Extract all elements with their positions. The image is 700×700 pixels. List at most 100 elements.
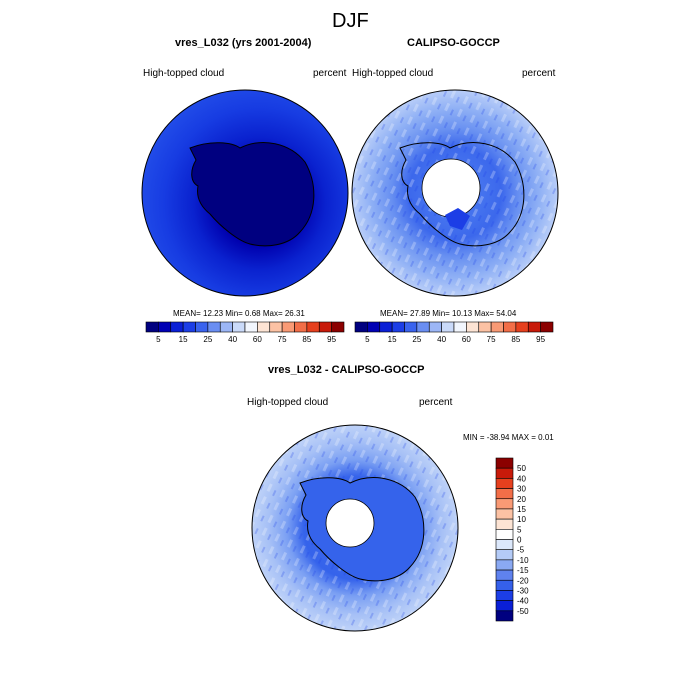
panel3-colorbar-swatch: [495, 529, 514, 540]
panel2-colorbar-tick-label: 95: [536, 335, 545, 344]
panel2-colorbar-swatch: [441, 321, 455, 333]
panel3-colorbar-tick-label: 30: [517, 485, 526, 494]
panel2-colorbar: 5 15 25 40 60 75 85 95: [354, 321, 554, 344]
panel3-colorbar-tick-label: -10: [517, 556, 529, 565]
panel2-colorbar-swatch: [404, 321, 418, 333]
panel1-colorbar-swatch: [294, 321, 308, 333]
panel1-colorbar-tick-label: 75: [278, 335, 287, 344]
panel2-colorbar-swatch: [527, 321, 541, 333]
panel3-colorbar-tick-label: 0: [517, 536, 522, 545]
panel3-variable-label: High-topped cloud: [247, 397, 329, 408]
panel1-colorbar-tick-label: 95: [327, 335, 336, 344]
panel2-colorbar-swatch: [428, 321, 442, 333]
panel1-colorbar-swatch: [281, 321, 295, 333]
panel1-title: vres_L032 (yrs 2001-2004): [175, 37, 312, 49]
panel2-colorbar-swatch: [478, 321, 492, 333]
panel2-colorbar-tick-label: 25: [412, 335, 421, 344]
panel1-colorbar-swatch: [182, 321, 196, 333]
panel2-colorbar-swatch: [540, 321, 554, 333]
panel3-map-border: [251, 424, 459, 632]
panel2-stats: MEAN= 27.89 Min= 10.13 Max= 54.04: [380, 309, 517, 318]
panel2-colorbar-tick-label: 40: [437, 335, 446, 344]
panel3-title: vres_L032 - CALIPSO-GOCCP: [268, 364, 425, 376]
panel3-colorbar-tick-label: -5: [517, 546, 525, 555]
panel3-colorbar-tick-label: -50: [517, 607, 529, 616]
panel1-colorbar: 5 15 25 40 60 75 85 95: [145, 321, 345, 344]
panel3-colorbar-swatch: [495, 579, 514, 591]
panel2-title: CALIPSO-GOCCP: [407, 37, 500, 49]
panel1-colorbar-swatch: [158, 321, 172, 333]
panel2-colorbar-swatch: [515, 321, 529, 333]
panel3-colorbar-swatch: [495, 569, 514, 581]
panel3-colorbar-tick-label: 50: [517, 464, 526, 473]
panel3-colorbar-tick-label: -15: [517, 566, 529, 575]
panel3-colorbar-swatch: [495, 559, 514, 571]
panel1-colorbar-swatch: [145, 321, 159, 333]
panel3-colorbar-tick-label: 15: [517, 505, 526, 514]
panel3-colorbar-swatch: [495, 457, 514, 469]
panel1-colorbar-swatch: [257, 321, 271, 333]
panel1-colorbar-swatch: [207, 321, 221, 333]
panel1-colorbar-swatch: [269, 321, 283, 333]
panel2-colorbar-swatch: [416, 321, 430, 333]
panel3-colorbar-swatch: [495, 549, 514, 561]
panel3-colorbar-swatch: [495, 600, 514, 612]
panel3-colorbar-tick-label: -30: [517, 586, 529, 595]
panel1-colorbar-swatch: [318, 321, 332, 333]
panel1-colorbar-tick-label: 5: [156, 335, 161, 344]
panel1-colorbar-swatch: [331, 321, 345, 333]
panel1-colorbar-tick-label: 60: [253, 335, 262, 344]
panel1-colorbar-swatch: [244, 321, 258, 333]
panel2-colorbar-tick-label: 15: [388, 335, 397, 344]
panel3-colorbar-swatch: [495, 508, 514, 520]
panel1-colorbar-swatch: [219, 321, 233, 333]
panel2-colorbar-tick-label: 5: [365, 335, 370, 344]
panel2-colorbar-swatch: [354, 321, 368, 333]
panel1-colorbar-tick-label: 25: [203, 335, 212, 344]
panel2-variable-label: High-topped cloud: [352, 68, 434, 79]
panel3-colorbar-swatch: [495, 518, 514, 530]
panel3-colorbar-tick-label: 5: [517, 525, 522, 534]
panel3-colorbar-swatch: [495, 590, 514, 601]
panel3-colorbar-tick-label: -40: [517, 597, 529, 606]
panel2-colorbar-swatch: [490, 321, 504, 333]
panel1-colorbar-swatch: [232, 321, 246, 333]
panel3-colorbar-swatch: [495, 488, 514, 500]
panel2-colorbar-swatch: [453, 321, 467, 333]
panel3-colorbar-tick-label: -20: [517, 576, 529, 585]
panel3-stats: MIN = -38.94 MAX = 0.01: [463, 433, 554, 442]
panel1-map: [142, 90, 348, 296]
panel3-colorbar-swatch: [495, 610, 514, 622]
panel2-colorbar-tick-label: 85: [511, 335, 520, 344]
panel2-colorbar-tick-label: 60: [462, 335, 471, 344]
panel2-map: [352, 90, 558, 296]
panel2-colorbar-swatch: [466, 321, 480, 333]
panel1-stats: MEAN= 12.23 Min= 0.68 Max= 26.31: [173, 309, 305, 318]
panel2-colorbar-tick-label: 75: [487, 335, 496, 344]
panel3-units-label: percent: [419, 397, 453, 408]
panel2-colorbar-swatch: [503, 321, 517, 333]
panel2-units-label: percent: [522, 68, 556, 79]
panel2-map-border: [351, 89, 559, 297]
panel2-colorbar-swatch: [379, 321, 393, 333]
panel1-colorbar-swatch: [170, 321, 184, 333]
panel3-colorbar-swatch: [495, 539, 514, 550]
panel3-colorbar-tick-label: 40: [517, 474, 526, 483]
panel3-colorbar-swatch: [495, 467, 514, 479]
panel1-colorbar-tick-label: 85: [302, 335, 311, 344]
panel1-colorbar-swatch: [306, 321, 320, 333]
panel2-colorbar-swatch: [367, 321, 381, 333]
panel1-colorbar-tick-label: 40: [228, 335, 237, 344]
panel3-colorbar-swatch: [495, 478, 514, 489]
panel3-map: [252, 425, 458, 631]
panel3-colorbar-tick-label: 10: [517, 515, 526, 524]
panel1-map-border: [141, 89, 349, 297]
panel1-colorbar-swatch: [195, 321, 209, 333]
panel1-units-label: percent: [313, 68, 347, 79]
panel1-colorbar-tick-label: 15: [179, 335, 188, 344]
panel3-colorbar-tick-label: 20: [517, 495, 526, 504]
figure-title: DJF: [332, 10, 369, 32]
panel3-colorbar-swatch: [495, 498, 514, 510]
